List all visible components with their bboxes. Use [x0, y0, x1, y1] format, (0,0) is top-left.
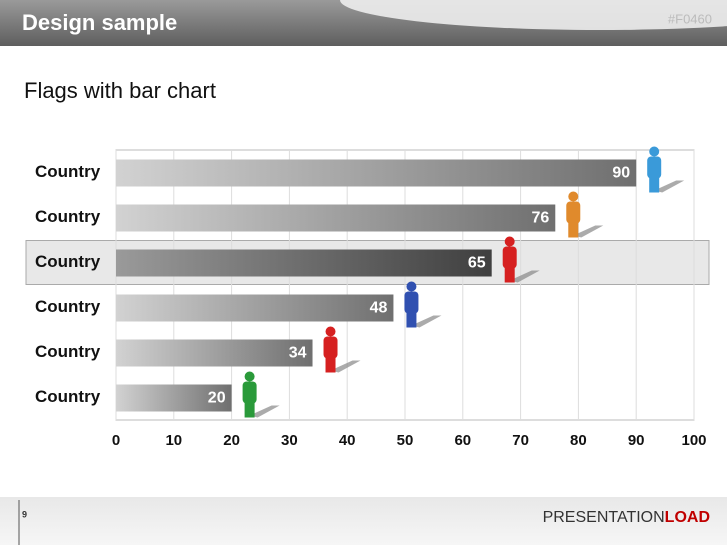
chart: 0 10 20 30 40 50 60 70 80 90 100 Country 90 Country 76… — [25, 146, 710, 449]
page-number: 9 — [22, 509, 27, 519]
flag-figure — [566, 201, 581, 224]
flag-figure — [404, 291, 419, 314]
flag-figure — [649, 176, 660, 193]
value-label: 65 — [468, 255, 486, 272]
footer-bar — [0, 497, 727, 545]
flag-figure — [504, 266, 515, 283]
x-tick-label: 0 — [112, 432, 120, 449]
flag-figure — [568, 191, 579, 202]
header-title: Design sample — [22, 10, 177, 35]
y-tick-label: Country — [35, 252, 101, 271]
flag-figure — [406, 281, 417, 292]
value-label: 90 — [612, 165, 630, 182]
x-tick-label: 70 — [512, 432, 529, 449]
flag-figure — [406, 311, 417, 328]
x-tick-label: 50 — [397, 432, 414, 449]
logo-part: LOAD — [665, 509, 710, 526]
flag-figure — [244, 371, 255, 382]
logo-part: PRESENTATION — [543, 509, 665, 526]
flag-figure — [242, 381, 257, 404]
figure-shadow — [654, 180, 685, 193]
flag-figure — [244, 401, 255, 418]
value-label: 20 — [208, 390, 226, 407]
x-tick-label: 10 — [165, 432, 182, 449]
figure-shadow — [411, 315, 442, 328]
flag-figure — [647, 156, 662, 179]
value-label: 76 — [531, 210, 549, 227]
value-label: 34 — [289, 345, 307, 362]
figure-shadow — [249, 405, 280, 418]
bar — [116, 159, 637, 187]
y-tick-label: Country — [35, 207, 101, 226]
bar — [116, 384, 232, 412]
x-tick-label: 20 — [223, 432, 240, 449]
header-swoosh — [340, 0, 727, 30]
y-tick-label: Country — [35, 387, 101, 406]
flag-figure — [325, 356, 336, 373]
flag-figure — [323, 336, 338, 359]
x-tick-label: 40 — [339, 432, 356, 449]
logo: PRESENTATIONLOAD — [543, 509, 710, 526]
bar — [116, 249, 492, 277]
flag-figure — [502, 246, 517, 269]
flag-figure — [325, 326, 336, 337]
slide-code: #F0460 — [668, 11, 712, 26]
y-tick-label: Country — [35, 297, 101, 316]
bar — [116, 339, 313, 367]
value-label: 48 — [370, 300, 388, 317]
y-tick-label: Country — [35, 162, 101, 181]
x-tick-label: 30 — [281, 432, 298, 449]
bar — [116, 204, 556, 232]
x-tick-label: 80 — [570, 432, 587, 449]
y-tick-label: Country — [35, 342, 101, 361]
chart-title: Flags with bar chart — [24, 78, 216, 103]
x-tick-label: 90 — [628, 432, 645, 449]
flag-figure — [649, 146, 660, 157]
figure-shadow — [330, 360, 361, 373]
x-tick-label: 100 — [681, 432, 706, 449]
flag-figure — [568, 221, 579, 238]
x-tick-label: 60 — [454, 432, 471, 449]
bar — [116, 294, 394, 322]
figure-shadow — [509, 270, 540, 283]
figure-shadow — [573, 225, 604, 238]
flag-figure — [504, 236, 515, 247]
